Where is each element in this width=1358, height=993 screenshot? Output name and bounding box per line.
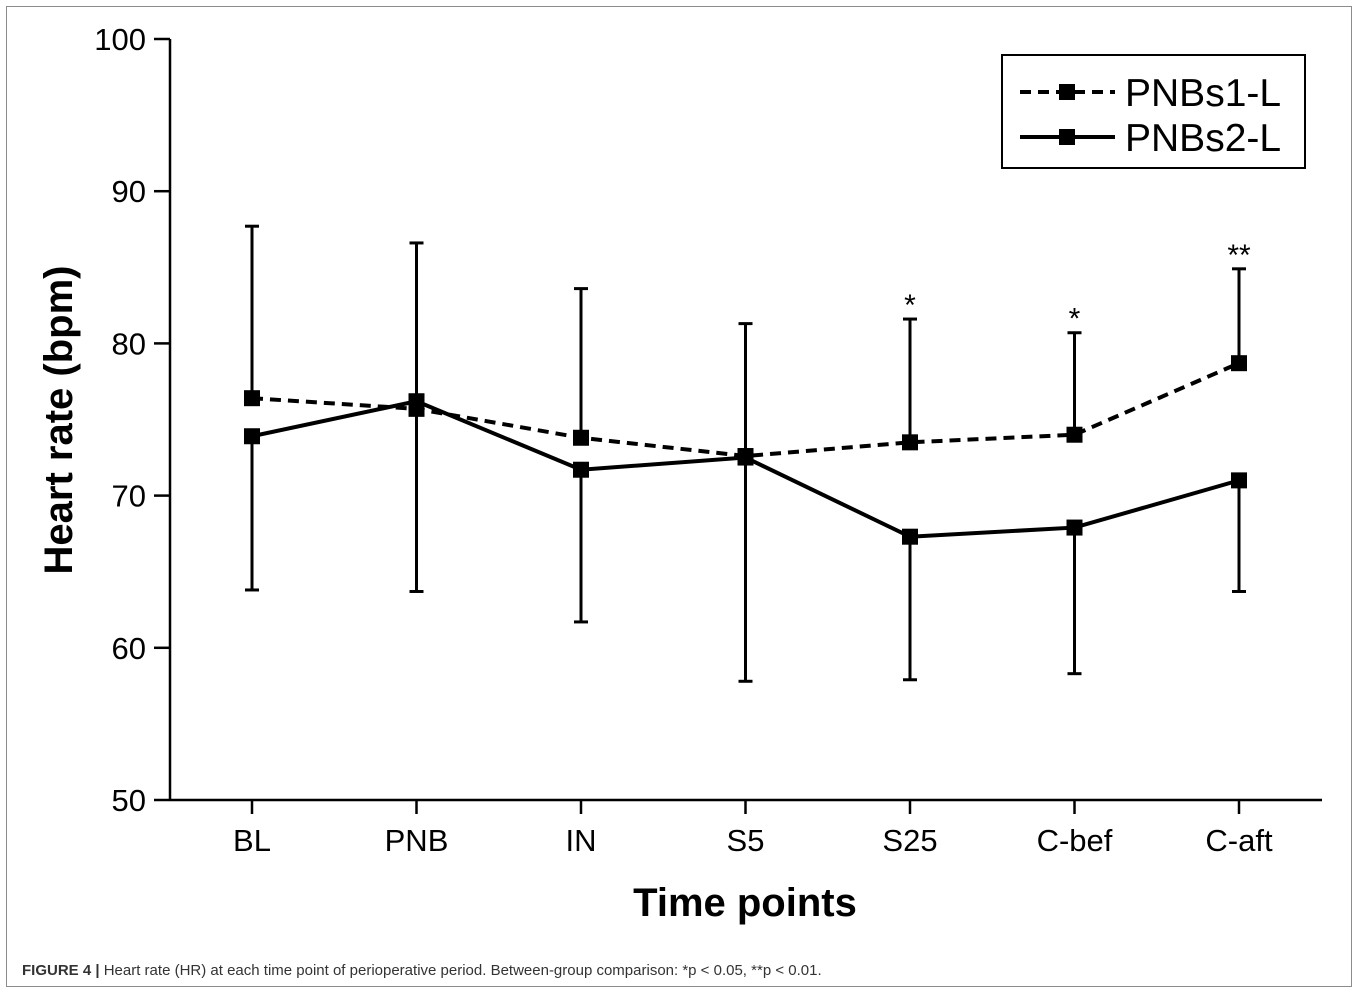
caption-label: FIGURE 4 | xyxy=(22,962,100,979)
significance-annotations: * *** xyxy=(904,239,1251,336)
legend: PNBs1-L PNBs2-L xyxy=(1001,54,1306,169)
series-markers xyxy=(244,355,1247,545)
legend-marker-series-1 xyxy=(1059,84,1075,100)
x-axis-ticks: BL PNB IN S5 S25 C-bef C-aft xyxy=(233,800,1273,858)
y-tick-label: 100 xyxy=(94,22,146,57)
data-point-series-2 xyxy=(573,461,589,478)
data-point-series-1 xyxy=(902,434,918,451)
significance-marker: * xyxy=(904,289,916,322)
y-axis-ticks: 50 60 70 80 90 100 xyxy=(94,22,170,818)
data-point-series-2 xyxy=(1066,519,1083,536)
caption-text: Heart rate (HR) at each time point of pe… xyxy=(99,962,822,979)
y-tick-label: 80 xyxy=(112,326,146,361)
data-point-series-1 xyxy=(1066,426,1083,443)
data-point-series-1 xyxy=(244,390,260,407)
x-tick-label: BL xyxy=(233,823,271,858)
data-point-series-2 xyxy=(737,449,754,466)
legend-label-series-2: PNBs2-L xyxy=(1125,117,1281,160)
y-tick-label: 60 xyxy=(112,631,146,666)
x-tick-label: PNB xyxy=(385,823,449,858)
data-point-series-2 xyxy=(1231,472,1247,489)
data-point-series-2 xyxy=(408,393,425,410)
data-point-series-2 xyxy=(902,528,918,545)
legend-box xyxy=(1001,54,1306,169)
y-tick-label: 50 xyxy=(112,783,146,818)
data-point-series-1 xyxy=(1231,355,1247,372)
x-tick-label: C-bef xyxy=(1037,823,1113,858)
y-tick-label: 70 xyxy=(112,479,146,514)
y-tick-label: 90 xyxy=(112,174,146,209)
x-tick-label: C-aft xyxy=(1205,823,1273,858)
figure-frame xyxy=(6,6,1352,987)
data-point-series-1 xyxy=(573,429,589,446)
significance-marker: * xyxy=(1069,303,1081,336)
error-bars xyxy=(245,224,1246,683)
x-tick-label: S25 xyxy=(882,823,937,858)
figure-caption: FIGURE 4 | Heart rate (HR) at each time … xyxy=(22,962,822,979)
x-tick-label: IN xyxy=(566,823,597,858)
x-axis-title: Time points xyxy=(633,881,857,925)
legend-marker-series-2 xyxy=(1059,129,1075,145)
legend-label-series-1: PNBs1-L xyxy=(1125,72,1281,115)
significance-marker: ** xyxy=(1227,239,1251,272)
data-point-series-2 xyxy=(244,428,260,445)
x-tick-label: S5 xyxy=(727,823,765,858)
y-axis-title: Heart rate (bpm) xyxy=(37,266,81,575)
